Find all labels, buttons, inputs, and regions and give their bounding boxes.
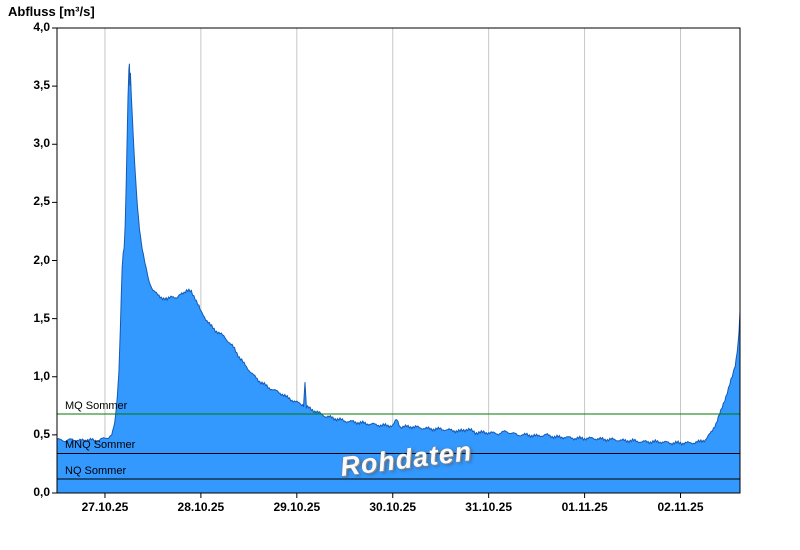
discharge-line xyxy=(56,63,741,446)
y-axis-title: Abfluss [m³/s] xyxy=(8,4,95,19)
discharge-area xyxy=(57,63,740,493)
